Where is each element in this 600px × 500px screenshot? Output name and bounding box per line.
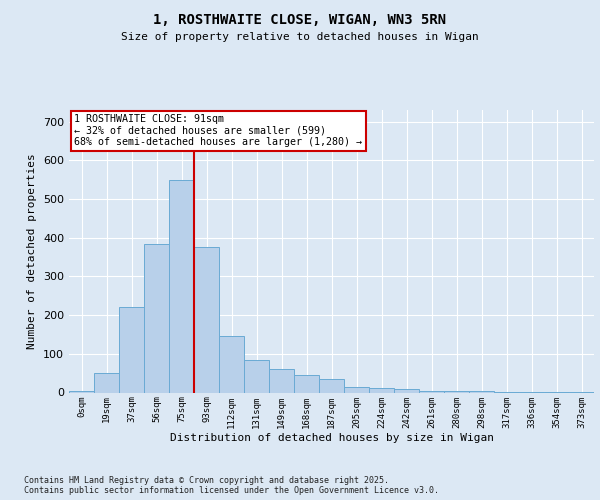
Bar: [169, 180, 194, 392]
Bar: [319, 379, 344, 392]
Bar: [344, 386, 369, 392]
Text: 1 ROSTHWAITE CLOSE: 91sqm
← 32% of detached houses are smaller (599)
68% of semi: 1 ROSTHWAITE CLOSE: 91sqm ← 32% of detac…: [74, 114, 362, 148]
Text: Size of property relative to detached houses in Wigan: Size of property relative to detached ho…: [121, 32, 479, 42]
Text: Contains HM Land Registry data © Crown copyright and database right 2025.
Contai: Contains HM Land Registry data © Crown c…: [24, 476, 439, 495]
Bar: [69, 390, 94, 392]
Bar: [269, 370, 294, 392]
Bar: [244, 360, 269, 392]
Bar: [144, 244, 169, 392]
Bar: [219, 336, 244, 392]
Bar: [119, 308, 144, 392]
Y-axis label: Number of detached properties: Number of detached properties: [28, 154, 37, 349]
Bar: [419, 390, 444, 392]
Bar: [394, 388, 419, 392]
Bar: [369, 388, 394, 392]
Text: 1, ROSTHWAITE CLOSE, WIGAN, WN3 5RN: 1, ROSTHWAITE CLOSE, WIGAN, WN3 5RN: [154, 12, 446, 26]
Bar: [444, 390, 469, 392]
Bar: [194, 248, 219, 392]
Bar: [94, 373, 119, 392]
Bar: [294, 375, 319, 392]
X-axis label: Distribution of detached houses by size in Wigan: Distribution of detached houses by size …: [170, 433, 493, 443]
